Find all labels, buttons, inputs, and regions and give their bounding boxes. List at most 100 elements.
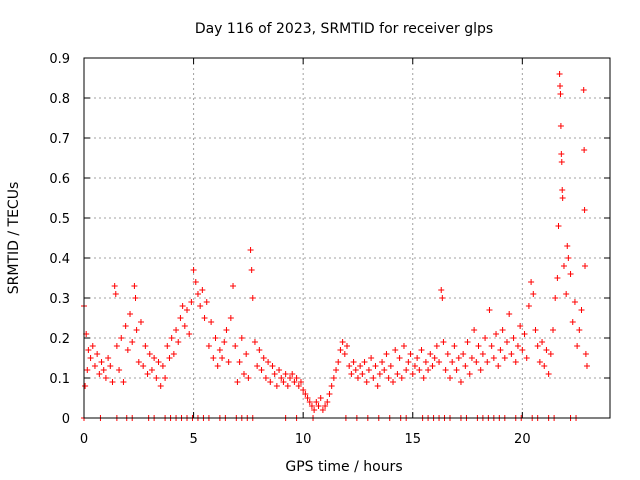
data-point: [543, 347, 550, 353]
data-point: [197, 303, 204, 309]
data-point: [510, 335, 517, 341]
data-point: [499, 327, 506, 333]
y-axis-label: SRMTID / TECUs: [6, 182, 22, 295]
x-tick-label: 20: [514, 432, 531, 447]
data-point: [227, 315, 234, 321]
data-point: [475, 343, 482, 349]
data-point: [525, 303, 532, 309]
data-point: [230, 283, 237, 289]
x-tick-label: 15: [404, 432, 421, 447]
data-point: [116, 367, 123, 373]
data-point: [580, 87, 587, 93]
data-point: [87, 355, 94, 361]
data-point: [89, 343, 96, 349]
data-point: [216, 347, 223, 353]
data-point: [129, 339, 136, 345]
data-point: [508, 351, 515, 357]
data-point: [394, 371, 401, 377]
data-point: [162, 375, 169, 381]
data-point: [135, 359, 142, 365]
data-point: [571, 299, 578, 305]
data-point: [205, 343, 212, 349]
data-point: [302, 391, 309, 397]
data-point: [390, 379, 397, 385]
data-point: [574, 343, 581, 349]
data-point: [258, 367, 265, 373]
data-point: [439, 295, 446, 301]
data-point: [280, 379, 287, 385]
data-point: [322, 403, 329, 409]
data-point: [304, 395, 311, 401]
data-point: [514, 343, 521, 349]
data-point: [438, 287, 445, 293]
data-point: [440, 339, 447, 345]
data-point: [291, 379, 298, 385]
data-point: [449, 359, 456, 365]
data-point: [495, 363, 502, 369]
data-point: [192, 279, 199, 285]
y-tick-label: 0.4: [49, 252, 70, 267]
data-point: [181, 323, 188, 329]
data-point: [433, 343, 440, 349]
y-tick-label: 0.7: [49, 132, 70, 147]
data-point: [581, 147, 588, 153]
data-point: [262, 375, 269, 381]
data-point: [354, 375, 361, 381]
data-point: [387, 363, 394, 369]
data-point: [113, 343, 120, 349]
data-point: [96, 371, 103, 377]
data-point: [98, 359, 105, 365]
data-point: [328, 383, 335, 389]
data-point: [269, 363, 276, 369]
data-point: [479, 351, 486, 357]
data-point: [521, 331, 528, 337]
data-point: [578, 307, 585, 313]
data-point: [300, 387, 307, 393]
y-tick-label: 0.1: [49, 372, 70, 387]
data-point: [582, 351, 589, 357]
data-point: [418, 347, 425, 353]
data-point: [457, 379, 464, 385]
data-point: [223, 327, 230, 333]
data-point: [175, 339, 182, 345]
data-point: [403, 367, 410, 373]
data-point: [131, 283, 138, 289]
data-point: [385, 375, 392, 381]
data-point: [429, 363, 436, 369]
data-point: [324, 399, 331, 405]
plot-frame: [83, 57, 611, 419]
data-point: [225, 359, 232, 365]
data-point: [249, 295, 256, 301]
data-point: [368, 355, 375, 361]
data-point: [137, 319, 144, 325]
data-point: [308, 403, 315, 409]
data-point: [166, 355, 173, 361]
data-point: [267, 379, 274, 385]
data-point: [335, 359, 342, 365]
y-tick-label: 0.3: [49, 292, 70, 307]
data-point: [512, 359, 519, 365]
data-point: [234, 379, 241, 385]
data-point: [210, 355, 217, 361]
data-point: [109, 379, 116, 385]
data-point: [376, 371, 383, 377]
chart-title: Day 116 of 2023, SRMTID for receiver glp…: [195, 21, 493, 37]
data-point: [260, 355, 267, 361]
data-point: [490, 355, 497, 361]
data-point: [556, 71, 563, 77]
data-point: [297, 379, 304, 385]
data-point: [278, 375, 285, 381]
data-point: [212, 335, 219, 341]
data-point: [118, 335, 125, 341]
data-point: [170, 351, 177, 357]
data-point: [359, 371, 366, 377]
data-point: [243, 351, 250, 357]
data-point: [240, 371, 247, 377]
data-point: [341, 351, 348, 357]
data-point: [271, 371, 278, 377]
data-point: [295, 383, 302, 389]
data-point: [199, 287, 206, 293]
data-point: [497, 347, 504, 353]
data-point: [447, 375, 454, 381]
data-point: [471, 327, 478, 333]
